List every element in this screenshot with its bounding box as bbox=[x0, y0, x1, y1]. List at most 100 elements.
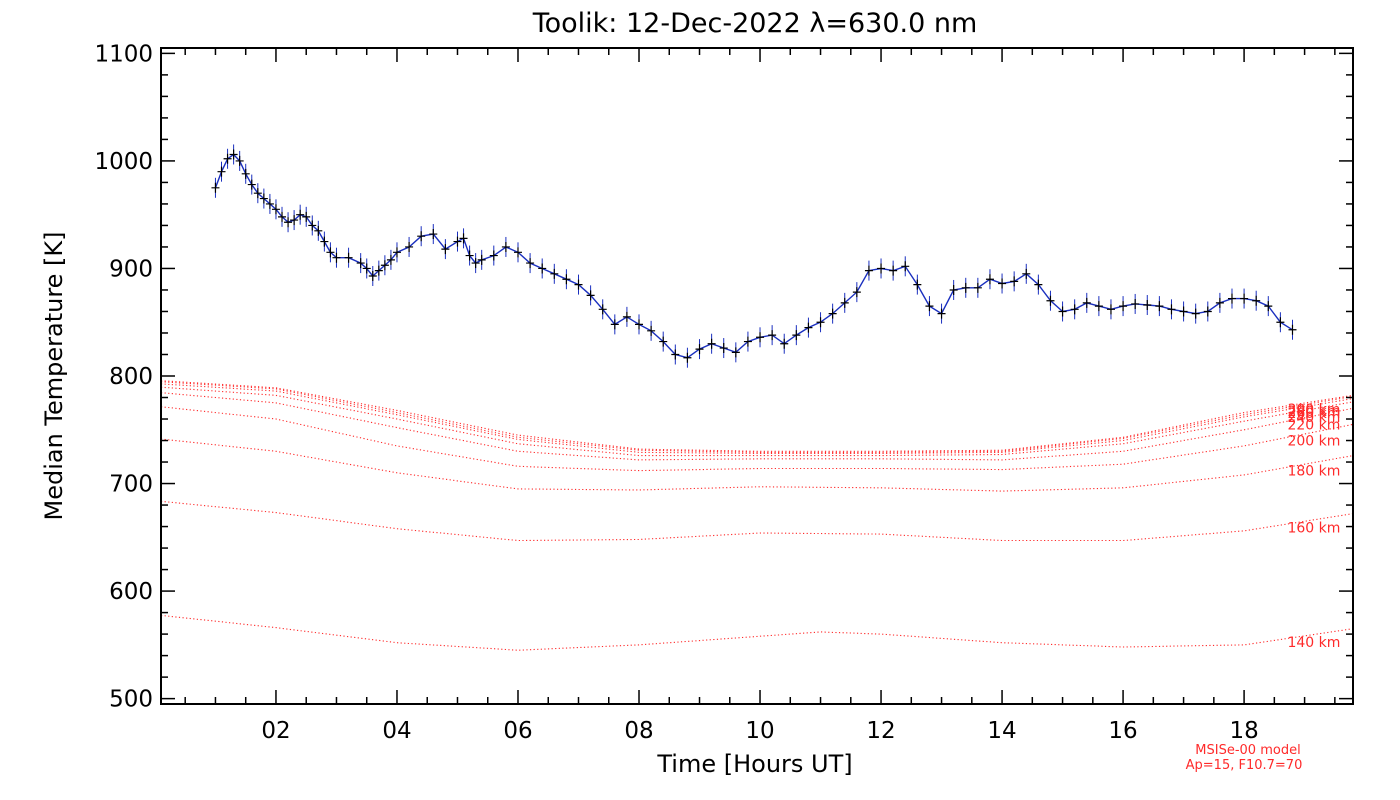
data-point bbox=[719, 343, 728, 354]
data-point bbox=[780, 338, 789, 349]
data-point bbox=[320, 236, 329, 247]
data-point bbox=[707, 338, 716, 349]
data-point bbox=[392, 247, 401, 258]
model-curve-200km bbox=[160, 406, 1354, 472]
data-point bbox=[314, 225, 323, 236]
measured-line bbox=[214, 153, 1293, 359]
data-point bbox=[459, 233, 468, 244]
x-tick-label: 08 bbox=[624, 718, 653, 744]
data-point bbox=[386, 254, 395, 265]
altitude-label-180km: 180 km bbox=[1287, 464, 1340, 480]
data-point bbox=[828, 308, 837, 319]
altitude-label-260km: 260 km bbox=[1287, 406, 1340, 422]
data-point bbox=[489, 250, 498, 261]
data-point bbox=[235, 155, 244, 166]
data-point bbox=[695, 344, 704, 355]
data-point bbox=[368, 270, 377, 281]
y-axis-title: Median Temperature [K] bbox=[40, 231, 68, 520]
y-tick-label: 600 bbox=[109, 579, 153, 605]
y-tick-label: 700 bbox=[109, 472, 153, 498]
data-point bbox=[985, 274, 994, 285]
msis-model-layer bbox=[160, 380, 1354, 651]
data-point bbox=[290, 215, 299, 226]
altitude-label-280km: 280 km bbox=[1287, 404, 1340, 420]
y-tick-label: 800 bbox=[109, 364, 153, 390]
altitude-label-160km: 160 km bbox=[1287, 521, 1340, 537]
data-point bbox=[889, 265, 898, 276]
data-point bbox=[659, 336, 668, 347]
data-point bbox=[1119, 301, 1128, 312]
data-point bbox=[344, 252, 353, 263]
data-point bbox=[768, 330, 777, 341]
data-point bbox=[278, 211, 287, 222]
model-curve-220km bbox=[160, 392, 1354, 461]
data-point bbox=[961, 282, 970, 293]
x-tick-labels: 02 04 06 08 10 12 14 16 18 bbox=[261, 718, 1258, 744]
data-point bbox=[1106, 304, 1115, 315]
data-point bbox=[1203, 306, 1212, 317]
data-point bbox=[526, 258, 535, 269]
data-point bbox=[816, 317, 825, 328]
data-point bbox=[1179, 306, 1188, 317]
x-tick-label: 12 bbox=[866, 718, 895, 744]
data-point bbox=[1070, 304, 1079, 315]
data-point bbox=[465, 250, 474, 261]
data-point bbox=[296, 209, 305, 220]
y-tick-label: 1000 bbox=[94, 149, 153, 175]
data-point bbox=[610, 319, 619, 330]
data-point bbox=[1288, 324, 1297, 335]
model-note-params: Ap=15, F10.7=70 bbox=[1186, 758, 1303, 773]
data-point bbox=[731, 347, 740, 358]
altitude-label-140km: 140 km bbox=[1287, 635, 1340, 651]
data-point bbox=[562, 274, 571, 285]
data-point bbox=[247, 179, 256, 190]
data-point bbox=[1252, 295, 1261, 306]
altitude-label-300km: 300 km bbox=[1287, 402, 1340, 418]
data-point bbox=[362, 263, 371, 274]
chart-title: Toolik: 12-Dec-2022 λ=630.0 nm bbox=[532, 8, 978, 39]
data-point bbox=[501, 241, 510, 252]
y-tick-label: 1100 bbox=[94, 41, 153, 67]
data-point bbox=[1155, 301, 1164, 312]
measurement-layer bbox=[211, 144, 1297, 368]
data-point bbox=[973, 282, 982, 293]
data-point bbox=[586, 290, 595, 301]
altitude-label-220km: 220 km bbox=[1287, 418, 1340, 434]
data-point bbox=[1167, 304, 1176, 315]
data-point bbox=[792, 330, 801, 341]
data-point bbox=[380, 260, 389, 271]
x-tick-label: 18 bbox=[1229, 718, 1258, 744]
data-point bbox=[259, 193, 268, 204]
data-point bbox=[683, 352, 692, 363]
data-point bbox=[1058, 306, 1067, 317]
data-point bbox=[513, 247, 522, 258]
data-point bbox=[925, 301, 934, 312]
data-point bbox=[471, 258, 480, 269]
data-point bbox=[1034, 279, 1043, 290]
data-point bbox=[1191, 308, 1200, 319]
data-point bbox=[326, 247, 335, 258]
model-curve-280km bbox=[160, 381, 1354, 453]
data-point bbox=[743, 336, 752, 347]
data-point bbox=[949, 284, 958, 295]
data-point bbox=[864, 265, 873, 276]
data-point bbox=[635, 319, 644, 330]
data-point bbox=[453, 236, 462, 247]
model-curve-300km bbox=[160, 380, 1354, 452]
x-tick-label: 06 bbox=[503, 718, 532, 744]
plot-frame bbox=[160, 47, 1354, 705]
data-point bbox=[622, 311, 631, 322]
data-point bbox=[1215, 297, 1224, 308]
data-point bbox=[1276, 317, 1285, 328]
data-point bbox=[429, 229, 438, 240]
altitude-label-200km: 200 km bbox=[1287, 434, 1340, 450]
altitude-label-240km: 240 km bbox=[1287, 410, 1340, 426]
model-curve-160km bbox=[160, 500, 1354, 542]
data-point bbox=[1143, 300, 1152, 311]
x-tick-label: 02 bbox=[261, 718, 290, 744]
data-point bbox=[840, 297, 849, 308]
data-point bbox=[356, 258, 365, 269]
data-point bbox=[1046, 295, 1055, 306]
data-point bbox=[241, 168, 250, 179]
data-point bbox=[1094, 301, 1103, 312]
